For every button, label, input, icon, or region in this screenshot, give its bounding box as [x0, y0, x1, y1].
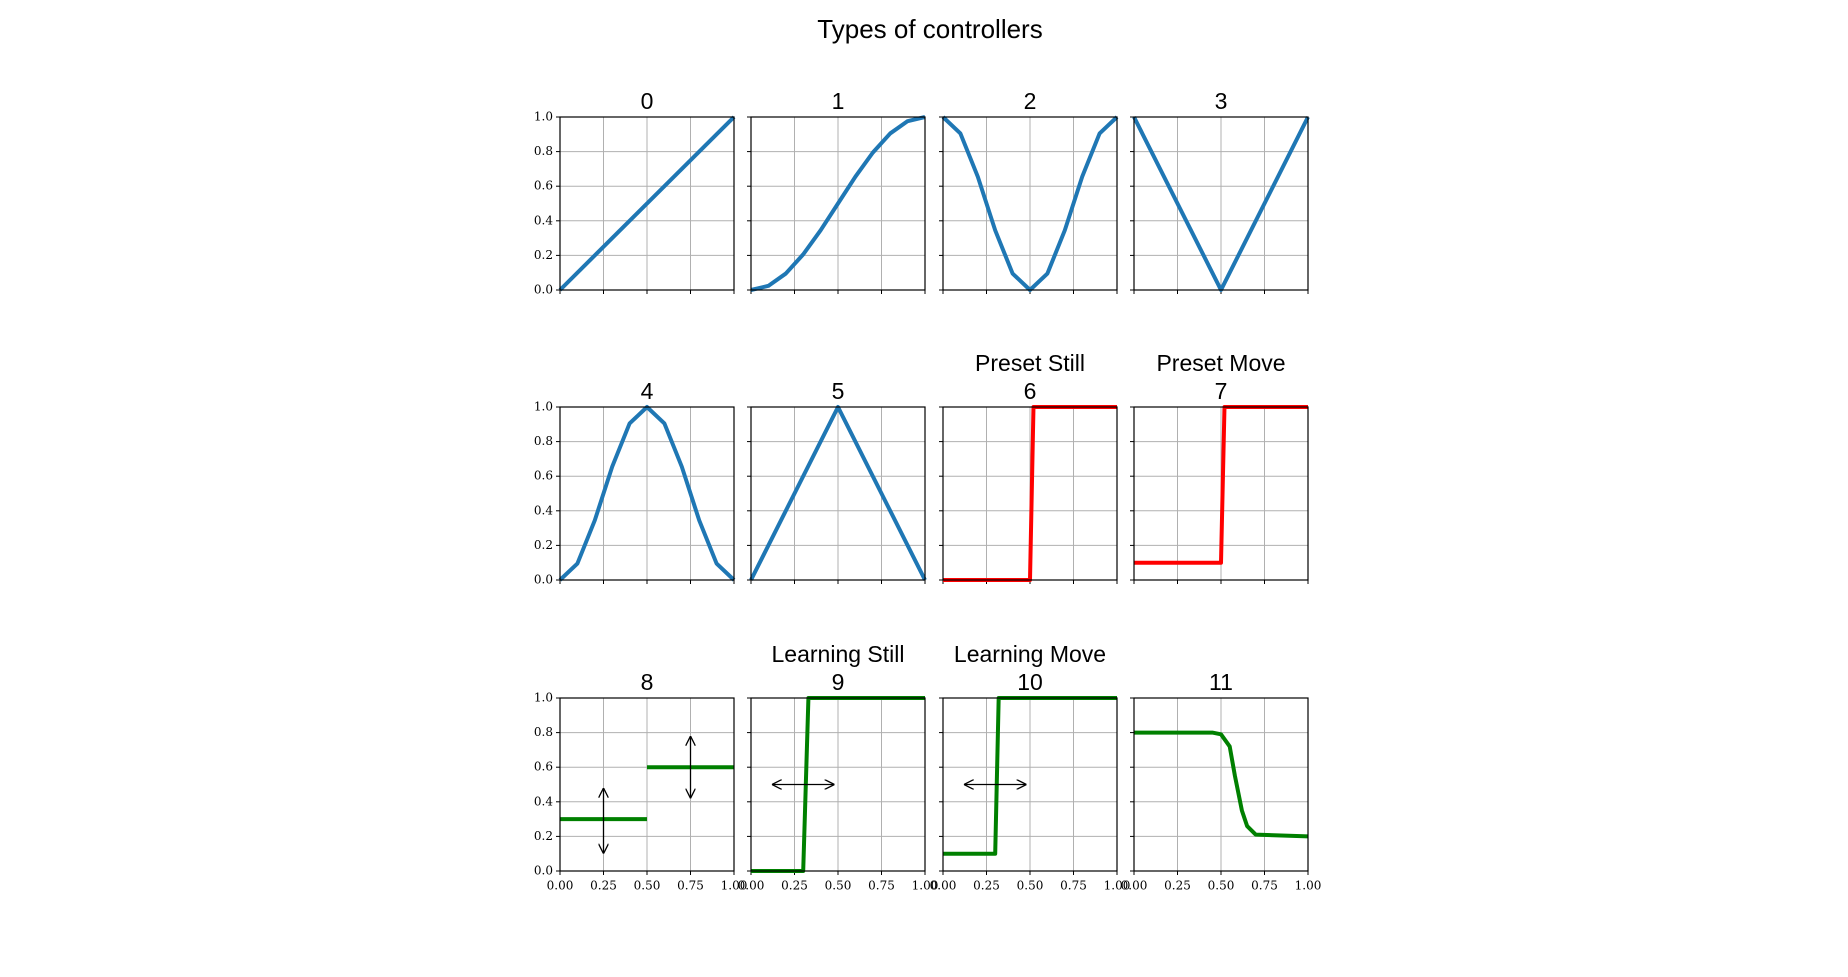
axes-frame — [750, 116, 926, 291]
subplot-title: 11 — [1209, 669, 1233, 695]
subplot-title: 0 — [641, 88, 654, 114]
x-tick-label: 0.50 — [1208, 879, 1235, 893]
x-tick-label: 0.75 — [1251, 879, 1278, 893]
x-tick-label: 1.00 — [912, 879, 939, 893]
y-tick-label: 1.0 — [534, 400, 553, 414]
x-tick-label: 1.00 — [721, 879, 748, 893]
axes-frame — [750, 406, 926, 581]
x-tick-label: 0.75 — [677, 879, 704, 893]
y-tick-label: 0.6 — [534, 760, 553, 774]
axes-frame — [750, 697, 926, 872]
x-tick-label: 0.50 — [1017, 879, 1044, 893]
x-tick-label: 0.25 — [590, 879, 617, 893]
x-tick-label: 1.00 — [1295, 879, 1322, 893]
y-tick-label: 0.8 — [534, 434, 553, 448]
axes-frame — [942, 697, 1118, 872]
y-tick-label: 0.2 — [534, 829, 553, 843]
y-tick-label: 0.0 — [534, 283, 553, 297]
y-tick-label: 0.4 — [534, 503, 553, 517]
x-tick-label: 0.75 — [1060, 879, 1087, 893]
y-tick-label: 0.8 — [534, 144, 553, 158]
subplot-title: 6 — [1024, 378, 1037, 404]
x-tick-label: 0.50 — [825, 879, 852, 893]
y-tick-label: 0.6 — [534, 179, 553, 193]
axes-frame — [1133, 116, 1309, 291]
y-tick-label: 0.8 — [534, 725, 553, 739]
x-tick-label: 0.00 — [547, 879, 574, 893]
x-tick-label: 0.25 — [781, 879, 808, 893]
figure-title: Types of controllers — [817, 14, 1042, 44]
line — [558, 115, 736, 292]
subplot-title: 1 — [832, 88, 845, 114]
y-tick-label: 0.0 — [534, 573, 553, 587]
y-tick-label: 0.6 — [534, 469, 553, 483]
y-tick-label: 0.2 — [534, 248, 553, 262]
line — [750, 115, 926, 292]
subplot-title: 10 — [1017, 669, 1043, 695]
y-tick-label: 0.4 — [534, 213, 553, 227]
x-tick-label: 0.25 — [973, 879, 1000, 893]
axes-frame — [559, 116, 735, 291]
line — [1134, 730, 1309, 839]
subplot-title: 2 — [1024, 88, 1037, 114]
x-tick-label: 0.25 — [1164, 879, 1191, 893]
subplot-title: 9 — [832, 669, 845, 695]
axes-frame — [559, 697, 735, 872]
x-tick-label: 0.00 — [1121, 879, 1148, 893]
subplot-title: Preset Still — [975, 350, 1085, 376]
x-tick-label: 0.00 — [738, 879, 765, 893]
y-tick-label: 0.0 — [534, 864, 553, 878]
y-tick-label: 1.0 — [534, 110, 553, 124]
axes-frame — [1133, 406, 1309, 581]
subplot-title: Learning Still — [772, 641, 905, 667]
x-tick-label: 0.75 — [868, 879, 895, 893]
subplot-title: 5 — [832, 378, 845, 404]
x-tick-label: 1.00 — [1104, 879, 1131, 893]
y-tick-label: 0.4 — [534, 794, 553, 808]
axes-frame — [942, 406, 1118, 581]
axes-frame — [942, 116, 1118, 291]
y-tick-label: 0.2 — [534, 538, 553, 552]
subplot-title: 4 — [641, 378, 654, 404]
axes-frame — [1133, 697, 1309, 872]
subplot-title: Learning Move — [954, 641, 1106, 667]
x-tick-label: 0.50 — [634, 879, 661, 893]
subplot-title: 7 — [1215, 378, 1228, 404]
subplot-title: Preset Move — [1156, 350, 1285, 376]
y-tick-label: 1.0 — [534, 691, 553, 705]
subplot-title: 8 — [641, 669, 654, 695]
subplot-title: 3 — [1215, 88, 1228, 114]
axes-frame — [559, 406, 735, 581]
x-tick-label: 0.00 — [930, 879, 957, 893]
